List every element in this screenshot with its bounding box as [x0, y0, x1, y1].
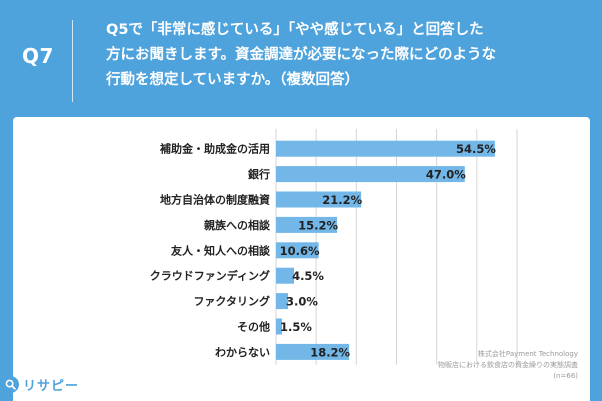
category-label: 補助金・助成金の活用	[159, 142, 270, 156]
question-line: 行動を想定していますか。（複数回答）	[106, 72, 360, 88]
bar	[276, 191, 362, 208]
source-note: 株式会社Payment Technology 物販店における飲食店の資金繰りの実…	[378, 349, 578, 382]
source-company: 株式会社Payment Technology	[477, 350, 578, 358]
category-label: 銀行	[248, 167, 270, 181]
value-label: 10.6%	[280, 244, 320, 258]
bar	[276, 216, 338, 233]
bar	[276, 343, 350, 360]
category-label: クラウドファンディング	[150, 269, 270, 283]
brand-logo: リサピー	[2, 369, 92, 399]
chart-card: 補助金・助成金の活用 54.5% 銀行 47.0% 地方自治体の制度融資 21.2% 親族へ…	[13, 117, 590, 401]
bar-chart: 補助金・助成金の活用 54.5% 銀行 47.0% 地方自治体の制度融資 21.2% 親族へ…	[150, 129, 518, 365]
value-label: 15.2%	[298, 218, 338, 232]
value-label: 47.0%	[426, 168, 466, 182]
bar	[276, 242, 319, 259]
bar	[276, 293, 289, 310]
value-label: 18.2%	[310, 345, 350, 359]
question-line: 方にお聞きします。資金調達が必要になった際にどのような	[106, 47, 497, 63]
search-icon	[2, 375, 19, 393]
brand-name: リサピー	[23, 378, 80, 394]
question-line: Q5で「非常に感じている」「やや感じている」と回答した	[106, 22, 484, 38]
category-label: ファクタリング	[193, 294, 270, 308]
value-label: 4.5%	[292, 269, 324, 283]
question-number: Q7	[22, 44, 54, 68]
bar	[276, 166, 465, 183]
source-survey: 物販店における飲食店の資金繰りの実態調査	[438, 361, 578, 369]
category-label: その他	[237, 320, 270, 334]
value-label: 1.5%	[280, 320, 312, 334]
value-label: 3.0%	[286, 295, 318, 309]
category-label: 地方自治体の制度融資	[160, 193, 270, 207]
question-text: Q5で「非常に感じている」「やや感じている」と回答した 方にお聞きします。資金調…	[106, 18, 586, 93]
category-label: 親族への相談	[204, 218, 271, 232]
category-label: わからない	[215, 346, 270, 359]
value-label: 54.5%	[456, 142, 496, 156]
bar	[276, 318, 283, 335]
header-divider	[72, 20, 73, 102]
category-label: 友人・知人への相談	[171, 243, 271, 257]
value-label: 21.2%	[322, 193, 362, 207]
source-sample: (n=66)	[553, 372, 578, 380]
header: Q7 Q5で「非常に感じている」「やや感じている」と回答した 方にお聞きします。…	[0, 0, 602, 112]
bar	[276, 140, 495, 157]
bar	[276, 267, 295, 284]
